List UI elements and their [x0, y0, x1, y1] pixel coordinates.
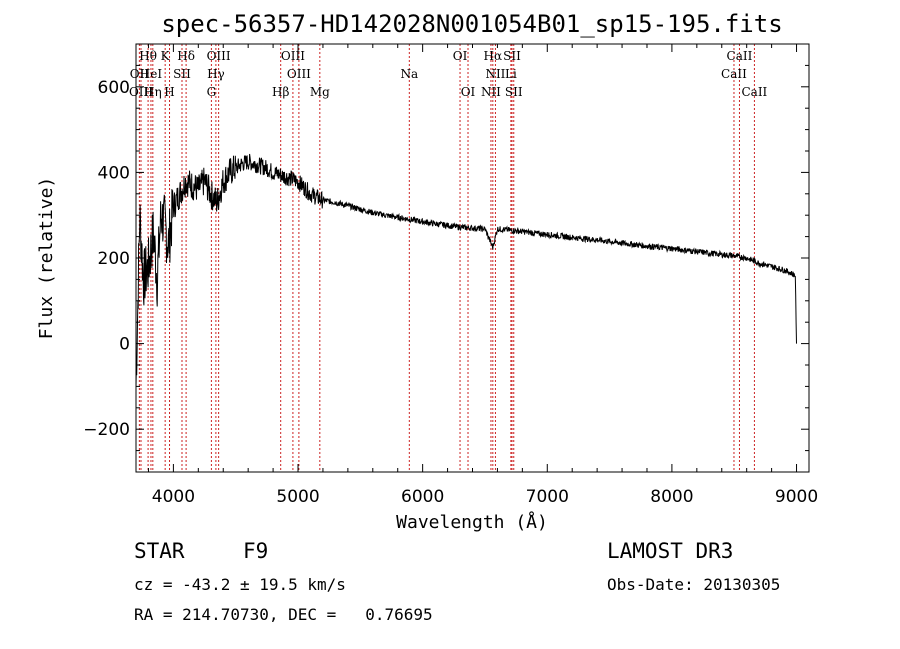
- x-axis-ticks: 4000 5000 6000 7000 8000 9000: [147, 44, 818, 507]
- spectral-line-label: Na: [400, 67, 418, 81]
- x-tick-label: 7000: [526, 487, 569, 507]
- spectral-line-label: HeI: [140, 67, 163, 81]
- x-axis-label: Wavelength (Å): [396, 511, 548, 533]
- object-subclass: F9: [243, 539, 268, 563]
- x-tick-label: 8000: [650, 487, 693, 507]
- x-tick-label: 5000: [276, 487, 319, 507]
- spectral-line-label: Hη: [144, 85, 162, 99]
- spectral-line-label: CaII: [721, 67, 747, 81]
- ra-dec-coordinates: RA = 214.70730, DEC = 0.76695: [134, 605, 433, 624]
- observation-date: Obs-Date: 20130305: [607, 575, 780, 594]
- spectral-line-label: OI: [453, 49, 468, 63]
- spectral-line-label: Hδ: [177, 49, 195, 63]
- spectral-line-label: OI: [461, 85, 476, 99]
- spectral-line-label: Hθ: [139, 49, 157, 63]
- x-tick-label: 6000: [401, 487, 444, 507]
- spectral-line-label: Mg: [310, 85, 330, 99]
- y-tick-label: 600: [98, 78, 130, 98]
- spectral-line-label: CaII: [741, 85, 767, 99]
- spectral-line-label: CaII: [727, 49, 753, 63]
- spectral-line-label: OIII: [129, 85, 153, 99]
- y-tick-label: 200: [98, 249, 130, 269]
- spectral-line-label: Hβ: [272, 85, 289, 99]
- spectral-line-markers: [138, 44, 755, 472]
- spectral-line-label: SII: [505, 85, 523, 99]
- spectral-line-label: Hα: [484, 49, 503, 63]
- spectral-line-label: G: [207, 85, 217, 99]
- survey-name: LAMOST DR3: [607, 539, 733, 563]
- spectral-line-label: Hγ: [207, 67, 225, 81]
- plot-frame: [135, 43, 810, 473]
- y-axis-label: Flux (relative): [36, 177, 57, 340]
- y-tick-label: 0: [119, 335, 130, 355]
- x-tick-label: 9000: [775, 487, 818, 507]
- y-axis-ticks: −200 0 200 400 600: [83, 43, 809, 473]
- spectral-line-label: OIII: [281, 49, 305, 63]
- spectral-line-label: SII: [173, 67, 191, 81]
- spectral-line-label: OII: [130, 67, 150, 81]
- spectral-line-label: K: [161, 49, 171, 63]
- redshift-cz: cz = -43.2 ± 19.5 km/s: [134, 575, 346, 594]
- spectral-line-label: OIII: [207, 49, 231, 63]
- y-tick-label: 400: [98, 163, 130, 183]
- x-tick-label: 4000: [152, 487, 195, 507]
- spectrum-series-line: [135, 153, 797, 388]
- spectral-line-label: OIII: [287, 67, 311, 81]
- y-tick-label: −200: [83, 420, 130, 440]
- spectral-line-label: H: [164, 85, 174, 99]
- object-class: STAR: [134, 539, 185, 563]
- spectral-line-label: SII: [503, 49, 521, 63]
- spectral-line-label: Li: [505, 67, 517, 81]
- spectral-line-label: NII: [481, 85, 501, 99]
- chart-title: spec-56357-HD142028N001054B01_sp15-195.f…: [161, 10, 782, 38]
- spectral-line-label: NII: [485, 67, 505, 81]
